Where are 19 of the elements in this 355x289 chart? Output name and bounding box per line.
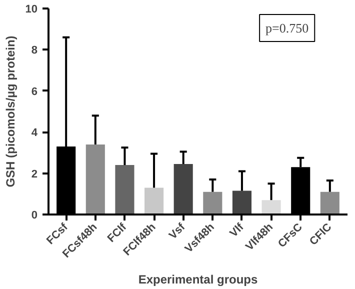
x-axis-title: Experimental groups: [138, 272, 258, 287]
bar: [174, 164, 193, 214]
bar: [203, 192, 222, 214]
y-tick-label: 8: [31, 44, 38, 57]
bar: [144, 188, 164, 214]
y-tick-label: 4: [31, 127, 38, 140]
y-tick-label: 0: [31, 210, 38, 222]
bar: [115, 165, 134, 214]
bar: [320, 192, 340, 214]
x-tick-label: Vsf: [166, 221, 188, 242]
annotation: p=0.750: [266, 20, 309, 36]
bar: [232, 190, 252, 214]
bar: [262, 200, 281, 214]
y-tick-label: 10: [25, 4, 38, 16]
bar: [86, 144, 105, 214]
x-tick-label: Vlf: [228, 221, 246, 240]
y-tick-label: 2: [31, 168, 38, 180]
y-axis-title: GSH (picomols/µg protein): [3, 36, 18, 188]
y-tick-label: 6: [31, 86, 38, 98]
